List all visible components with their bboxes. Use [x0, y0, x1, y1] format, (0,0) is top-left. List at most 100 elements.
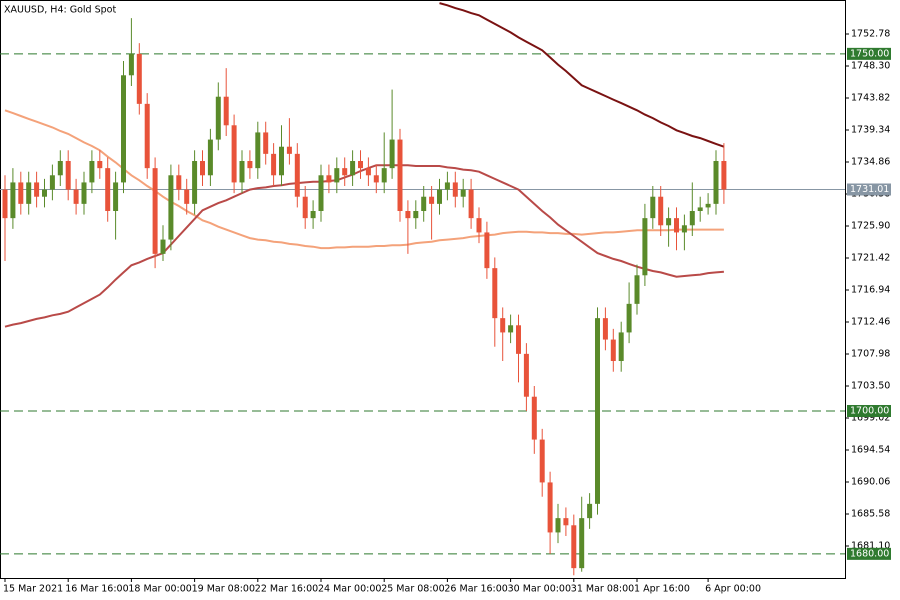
candle-body	[350, 161, 356, 176]
candle-body	[136, 53, 142, 104]
y-tick-label: 1707.98	[851, 349, 890, 360]
candle-body	[365, 168, 371, 176]
candle-body	[49, 175, 55, 190]
candle-body	[271, 153, 277, 176]
x-tick-label: 31 Mar 08:00	[571, 584, 634, 595]
candle-body	[658, 196, 664, 226]
candle-body	[128, 53, 134, 76]
moving-average	[4, 164, 724, 328]
y-tick-label: 1734.86	[851, 157, 890, 168]
y-tick-label: 1725.90	[851, 221, 890, 232]
y-tick-label: 1721.42	[851, 253, 890, 264]
candle-body	[397, 139, 403, 211]
candle-body	[42, 189, 47, 197]
candle-body	[294, 153, 300, 197]
candle-body	[626, 303, 632, 333]
candle-body	[121, 75, 126, 183]
y-tick-label: 1748.30	[851, 61, 890, 72]
candle-body	[405, 211, 411, 219]
candle-body	[81, 182, 87, 204]
candle-body	[168, 175, 174, 240]
candle-body	[255, 132, 261, 169]
y-tick-label: 1739.34	[851, 125, 890, 136]
candle-body	[705, 203, 711, 208]
candle-body	[231, 125, 237, 183]
candle-body	[460, 189, 466, 197]
candle-body	[523, 353, 529, 397]
chart-title: XAUUSD, H4: Gold Spot	[4, 5, 116, 16]
candle-body	[571, 525, 577, 569]
candle-body	[279, 146, 284, 176]
candle-body	[10, 182, 16, 219]
candle-body	[650, 196, 656, 219]
moving-average	[439, 2, 725, 148]
x-tick-label: 24 Mar 00:00	[318, 584, 381, 595]
candle-body	[358, 161, 363, 169]
candle-body	[326, 175, 332, 183]
x-tick-label: 22 Mar 16:00	[255, 584, 318, 595]
y-tick-label: 1690.06	[851, 477, 890, 488]
candle-body	[144, 103, 150, 169]
candle-body	[697, 207, 703, 211]
candle-body	[334, 168, 340, 183]
y-tick-label: 1685.58	[851, 509, 890, 520]
candle-body	[310, 211, 316, 219]
y-tick-label: 1703.50	[851, 381, 890, 392]
candle-body	[113, 182, 119, 211]
candle-body	[207, 139, 213, 176]
candle-body	[247, 161, 253, 169]
x-tick-label: 1 Apr 16:00	[634, 584, 690, 595]
candle-body	[721, 161, 727, 190]
candle-body	[176, 175, 182, 190]
x-tick-label: 6 Apr 00:00	[705, 584, 761, 595]
candle-body	[634, 275, 640, 304]
candle-body	[18, 182, 24, 204]
candle-body	[318, 175, 324, 211]
candle-body	[579, 518, 585, 569]
candle-body	[666, 218, 672, 226]
candle-body	[389, 139, 395, 169]
candle-body	[492, 268, 498, 319]
candle-body	[97, 161, 103, 169]
level-label: 1680.00	[850, 548, 889, 559]
candle-body	[437, 189, 442, 204]
candle-body	[57, 161, 63, 176]
candle-body	[476, 218, 482, 233]
x-tick-label: 25 Mar 08:00	[381, 584, 444, 595]
candle-body	[381, 168, 387, 183]
candle-body	[34, 182, 40, 197]
candle-body	[674, 218, 679, 233]
candle-body	[500, 318, 506, 333]
candle-body	[444, 182, 450, 190]
candle-body	[587, 503, 593, 519]
x-tick-label: 15 Mar 2021	[3, 584, 63, 595]
candle-body	[681, 225, 687, 233]
candle-body	[413, 211, 419, 219]
x-tick-label: 18 Mar 00:00	[128, 584, 191, 595]
candle-body	[555, 518, 561, 533]
candle-body	[602, 318, 608, 340]
candle-body	[547, 482, 553, 533]
candle-body	[192, 161, 198, 204]
level-label-box	[847, 547, 891, 560]
price-label-box	[847, 183, 891, 196]
candle-body	[263, 132, 269, 154]
candle-body	[215, 96, 221, 140]
candle-body	[618, 332, 624, 361]
candle-body	[373, 175, 379, 183]
y-tick-label: 1716.94	[851, 285, 890, 296]
candle-body	[302, 196, 308, 219]
candle-body	[531, 396, 537, 440]
candle-body	[452, 182, 458, 197]
candle-body	[429, 196, 435, 204]
candle-body	[73, 189, 79, 204]
level-label: 1750.00	[850, 48, 889, 59]
y-tick-label: 1752.78	[851, 29, 890, 40]
x-tick-label: 30 Mar 00:00	[508, 584, 571, 595]
candle-body	[239, 161, 245, 183]
x-tick-label: 26 Mar 16:00	[444, 584, 507, 595]
y-tick-label: 1743.82	[851, 93, 890, 104]
level-label-box	[847, 47, 891, 60]
candle-body	[184, 189, 190, 204]
